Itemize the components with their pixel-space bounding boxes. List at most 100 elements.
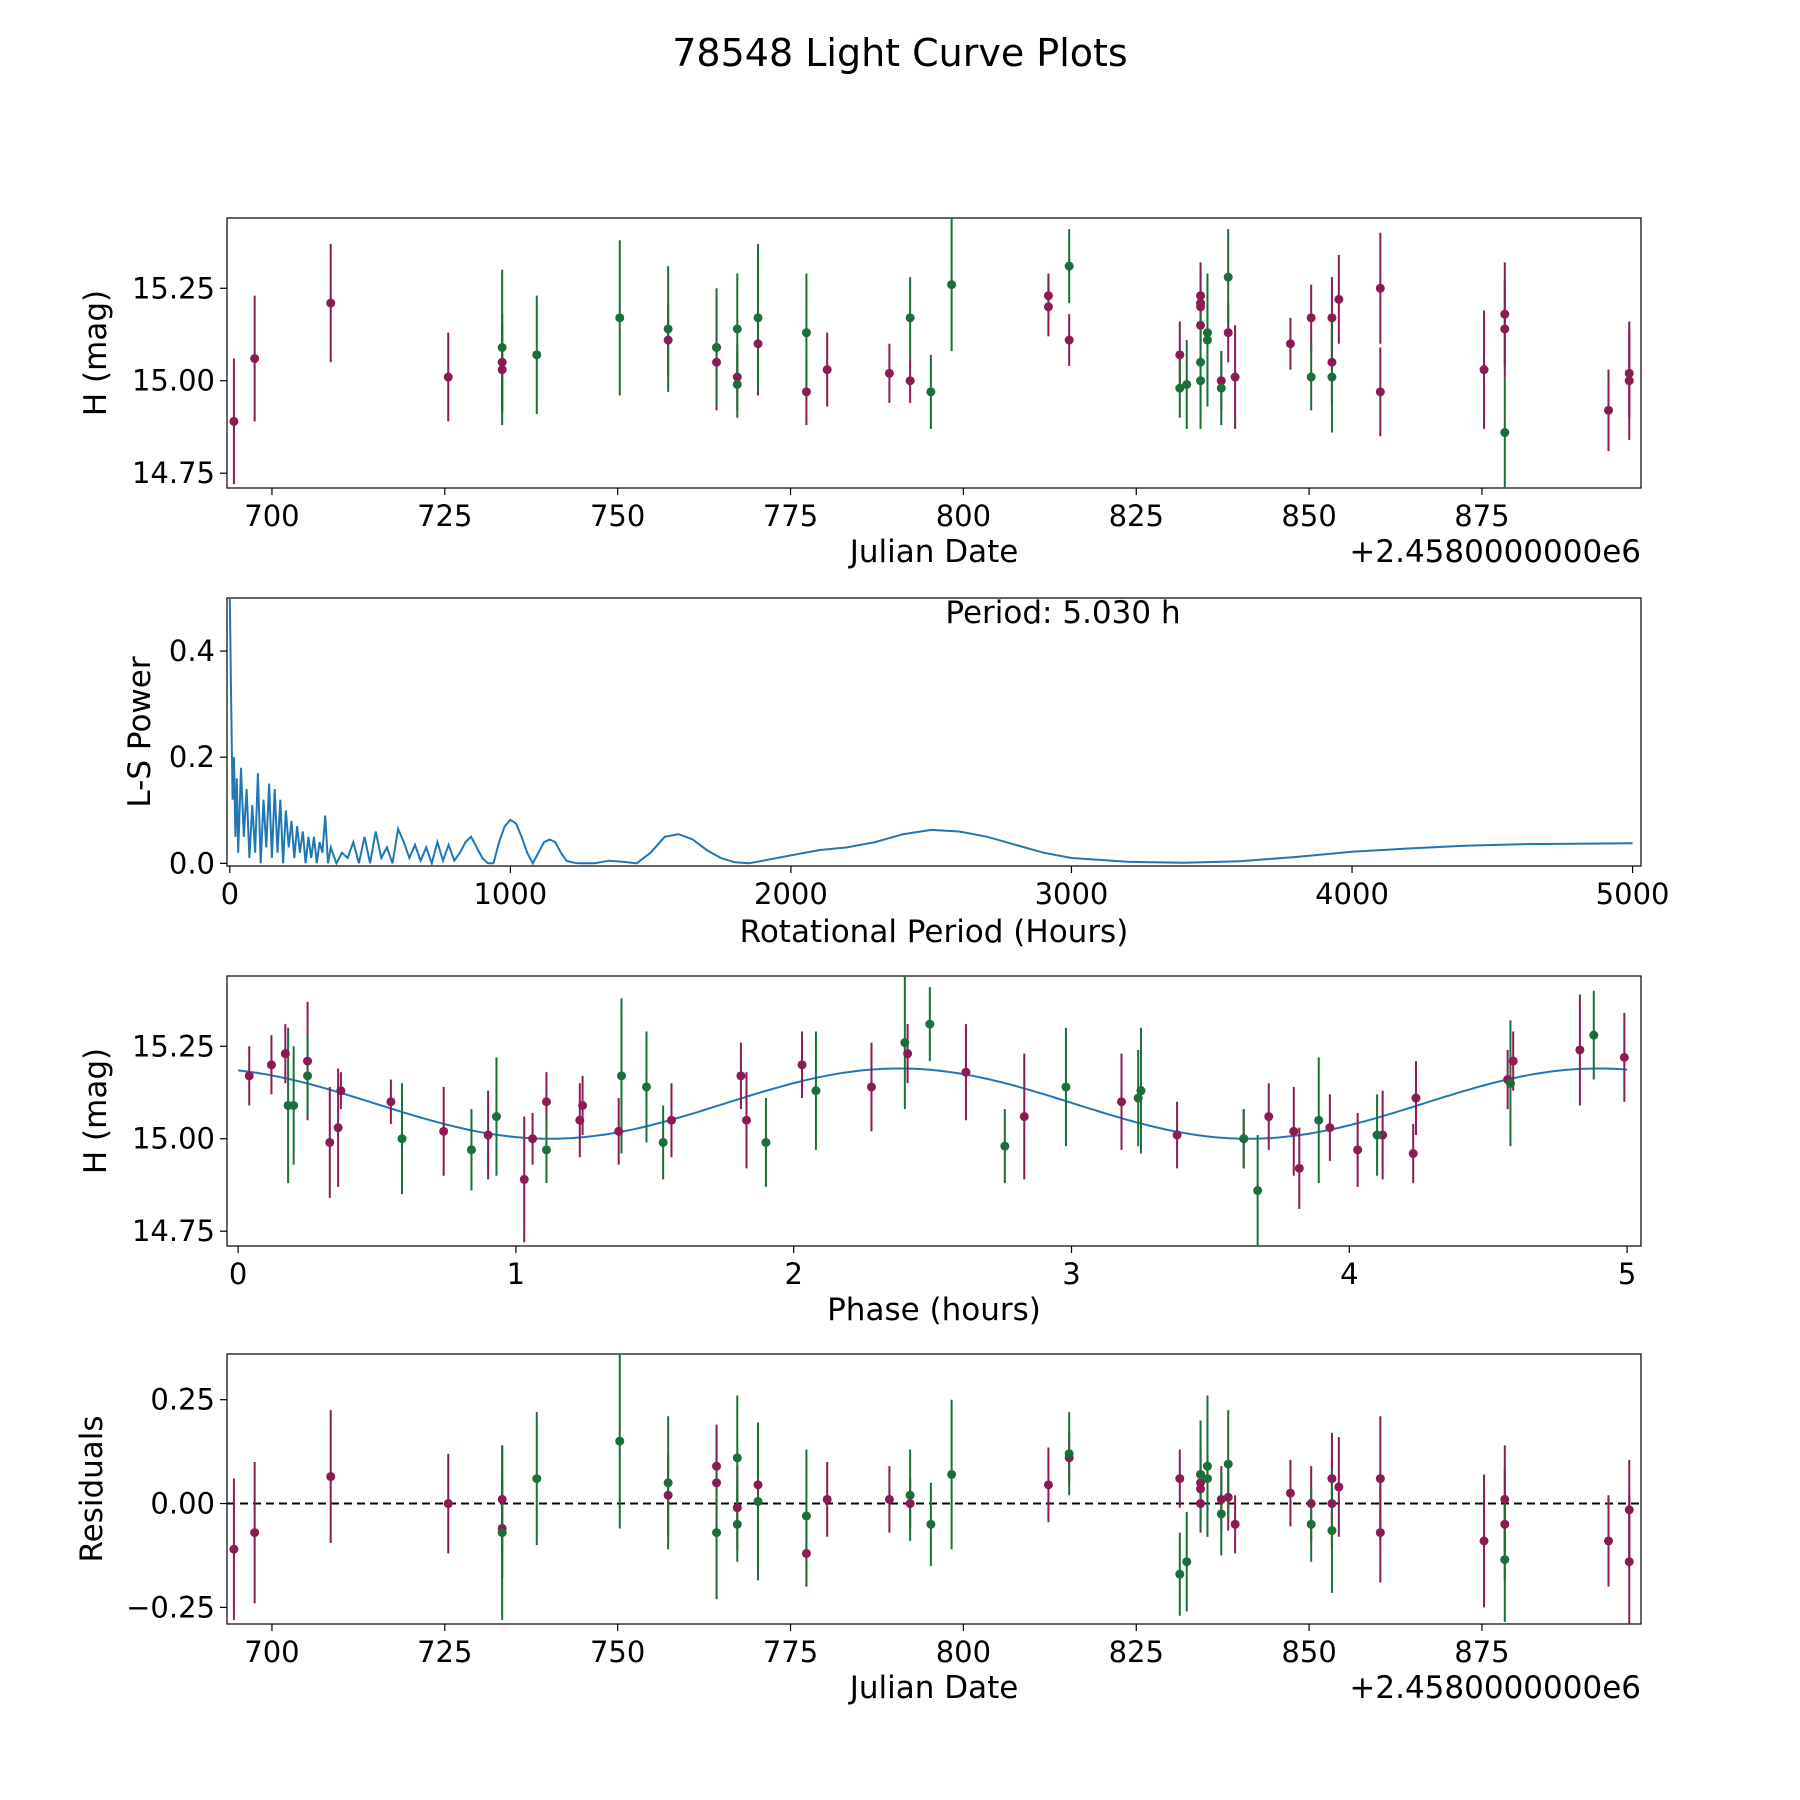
data-point	[1264, 1112, 1274, 1122]
data-point	[732, 379, 742, 389]
xtick-label: 850	[1281, 499, 1336, 533]
data-point	[903, 1049, 913, 1059]
offset-label-lightcurve: +2.4580000000e6	[1349, 534, 1641, 570]
xticks-periodogram: 0 1000 2000 3000 4000 5000	[221, 866, 1669, 911]
data-point	[712, 1461, 722, 1471]
data-point	[615, 1436, 625, 1446]
data-point	[822, 1494, 832, 1504]
data-point	[947, 280, 957, 290]
data-point	[1202, 328, 1212, 338]
periodogram-line	[228, 597, 1633, 867]
data-point	[326, 298, 336, 308]
data-point	[641, 1082, 651, 1092]
xtick-label: 2000	[754, 877, 828, 911]
data-point	[532, 1474, 542, 1484]
xticks-phased: 0 1 2 3 4 5	[229, 1246, 1636, 1291]
data-point	[1133, 1093, 1143, 1103]
ytick-label: 15.00	[132, 364, 215, 398]
data-point	[1223, 272, 1233, 282]
errorbars-residuals	[232, 1354, 1631, 1624]
panel-residuals: Residuals Julian Date +2.4580000000e6 70…	[74, 1353, 1642, 1706]
xticks-lightcurve: 700 725 750 775 800 825 850 875	[244, 488, 1510, 533]
data-point	[1196, 376, 1206, 386]
data-point	[497, 357, 507, 367]
xtick-label: 4000	[1315, 877, 1389, 911]
ytick-label: 0.0	[169, 846, 215, 880]
data-point	[443, 1499, 453, 1509]
data-point	[519, 1174, 529, 1184]
data-point	[532, 350, 542, 360]
data-point	[1372, 1130, 1382, 1140]
data-point	[1196, 302, 1206, 312]
data-point	[1375, 1474, 1385, 1484]
data-point	[801, 328, 811, 338]
data-point	[1175, 1474, 1185, 1484]
data-point	[732, 324, 742, 334]
data-point	[386, 1097, 396, 1107]
panel-lightcurve: H (mag) Julian Date +2.4580000000e6 700 7…	[78, 217, 1642, 570]
data-point	[303, 1056, 313, 1066]
xtick-label: 1	[507, 1257, 525, 1291]
xtick-label: 700	[244, 499, 299, 533]
period-annotation: Period: 5.030 h	[945, 595, 1180, 631]
data-point	[280, 1049, 290, 1059]
data-point	[753, 339, 763, 349]
data-point	[736, 1071, 746, 1081]
data-point	[1196, 1469, 1206, 1479]
xtick-label: 1000	[473, 877, 547, 911]
data-point	[1043, 302, 1053, 312]
xtick-label: 0	[229, 1257, 247, 1291]
data-point	[1294, 1163, 1304, 1173]
ytick-label: 14.75	[132, 456, 215, 490]
ylabel-residuals: Residuals	[74, 1415, 110, 1562]
data-point	[1196, 291, 1206, 301]
points-lightcurve	[229, 261, 1634, 438]
data-point	[1604, 405, 1614, 415]
data-point	[1479, 365, 1489, 375]
xtick-label: 700	[244, 1635, 299, 1669]
data-point	[1239, 1134, 1249, 1144]
data-point	[822, 365, 832, 375]
data-point	[333, 1123, 343, 1133]
data-point	[336, 1086, 346, 1096]
data-point	[1196, 1484, 1206, 1494]
data-point	[1172, 1130, 1182, 1140]
ytick-label: 0.2	[169, 740, 215, 774]
data-point	[866, 1082, 876, 1092]
xlabel-phased: Phase (hours)	[827, 1292, 1041, 1328]
data-point	[666, 1115, 676, 1125]
data-point	[1327, 1474, 1337, 1484]
data-point	[926, 1519, 936, 1529]
errorbars-lightcurve	[232, 218, 1631, 488]
data-point	[663, 1490, 673, 1500]
data-point	[497, 1494, 507, 1504]
data-point	[811, 1086, 821, 1096]
data-point	[483, 1130, 493, 1140]
data-point	[303, 1071, 313, 1081]
data-point	[1334, 1482, 1344, 1492]
xtick-label: 775	[763, 499, 818, 533]
data-point	[732, 372, 742, 382]
data-point	[753, 1496, 763, 1506]
data-point	[1500, 309, 1510, 319]
axes-frame-residuals	[226, 1353, 1642, 1625]
errorbars-phased	[248, 976, 1626, 1246]
data-point	[1019, 1112, 1029, 1122]
data-point	[1043, 291, 1053, 301]
data-point	[266, 1060, 276, 1070]
xtick-label: 825	[1109, 499, 1164, 533]
data-point	[289, 1100, 299, 1110]
xtick-label: 750	[590, 1635, 645, 1669]
data-point	[491, 1112, 501, 1122]
figure-title: 78548 Light Curve Plots	[672, 31, 1127, 75]
data-point	[528, 1134, 538, 1144]
yticks-phased: 14.75 15.00 15.25	[132, 1029, 227, 1248]
xtick-label: 800	[936, 499, 991, 533]
data-point	[1500, 1494, 1510, 1504]
data-point	[1223, 1459, 1233, 1469]
data-point	[1306, 372, 1316, 382]
data-point	[1000, 1141, 1010, 1151]
data-point	[615, 313, 625, 323]
data-point	[1500, 1555, 1510, 1565]
data-point	[1306, 1519, 1316, 1529]
